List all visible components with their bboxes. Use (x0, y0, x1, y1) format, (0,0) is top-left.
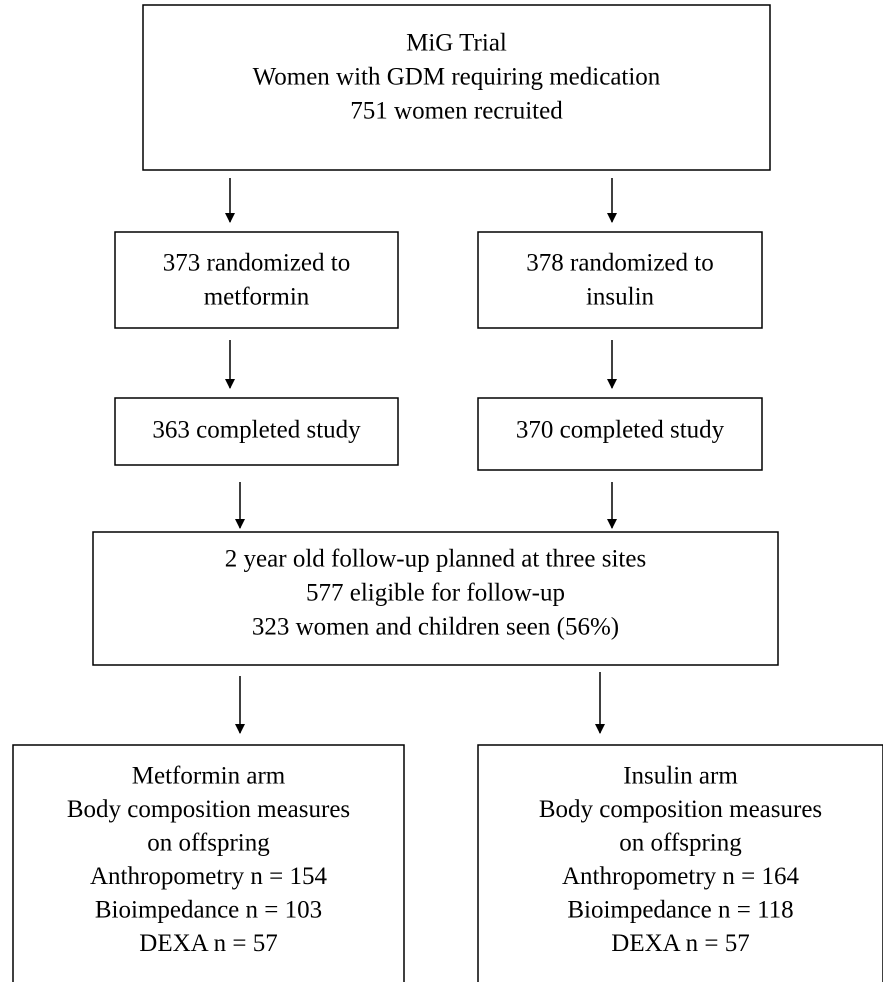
node-text: Body composition measures (67, 796, 350, 823)
node-text: DEXA n = 57 (139, 930, 277, 957)
node-text: on offspring (619, 830, 742, 857)
node-box (114, 397, 399, 466)
node-text: 2 year old follow-up planned at three si… (225, 546, 646, 573)
node-text: 323 women and children seen (56%) (252, 614, 619, 641)
node-box (477, 397, 763, 471)
node-text: Body composition measures (539, 796, 822, 823)
node-text: Insulin arm (623, 763, 738, 790)
node-text: 373 randomized to (163, 250, 350, 277)
node-text: Women with GDM requiring medication (253, 64, 661, 91)
node-text: DEXA n = 57 (611, 930, 749, 957)
node-text: 363 completed study (152, 417, 361, 444)
node-text: 378 randomized to (526, 250, 713, 277)
node-text: on offspring (147, 830, 270, 857)
node-box (92, 531, 779, 666)
node-box (477, 231, 763, 329)
node-text: 370 completed study (516, 417, 725, 444)
node-text: Bioimpedance n = 118 (567, 897, 793, 924)
node-text: Anthropometry n = 164 (562, 863, 799, 890)
node-text: Bioimpedance n = 103 (95, 897, 322, 924)
node-text: metformin (204, 284, 310, 311)
node-text: MiG Trial (406, 30, 507, 57)
node-box (114, 231, 399, 329)
node-text: 751 women recruited (350, 98, 563, 125)
node-box (477, 744, 883, 982)
node-text: Metformin arm (132, 763, 286, 790)
node-text: Anthropometry n = 154 (90, 863, 327, 890)
node-text: insulin (586, 284, 655, 311)
node-text: 577 eligible for follow-up (306, 580, 565, 607)
node-box (142, 4, 771, 171)
node-box (12, 744, 405, 982)
